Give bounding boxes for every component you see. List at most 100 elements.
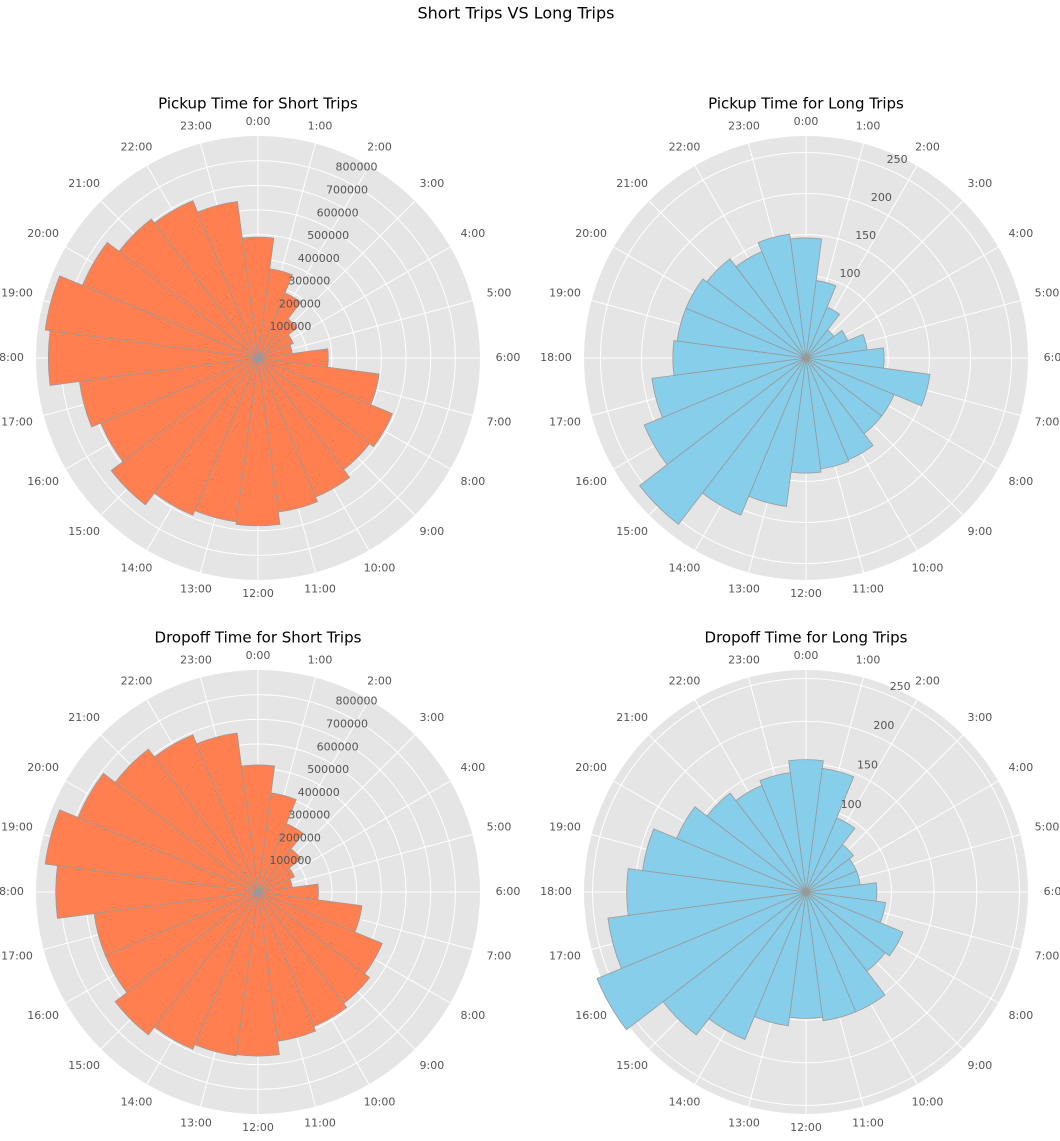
bar [676, 806, 807, 893]
angle-tick-label: 15:00 [616, 525, 648, 538]
angle-tick-label: 8:00 [461, 475, 486, 488]
angle-tick-label: 21:00 [616, 177, 648, 190]
angle-tick-label: 17:00 [549, 950, 581, 963]
angle-tick-label: 1:00 [308, 120, 333, 133]
angle-tick-label: 4:00 [1009, 761, 1034, 774]
angle-tick-label: 14:00 [121, 1095, 153, 1108]
angle-tick-label: 17:00 [1, 950, 33, 963]
angle-tick-label: 11:00 [304, 582, 336, 595]
polar-chart: 0:00 1:00 2:00 3:00 4:00 5:00 6:00 7:00 8:00 9:00… [0, 95, 520, 601]
bar [643, 357, 807, 466]
angle-tick-label: 14:00 [669, 1095, 701, 1108]
radial-tick-label: 400000 [298, 252, 340, 265]
bar [642, 828, 807, 893]
radial-tick-label: 300000 [288, 275, 330, 288]
angle-tick-label: 3:00 [968, 177, 993, 190]
angle-tick-label: 19:00 [1, 286, 33, 299]
angle-tick-label: 1:00 [856, 120, 881, 133]
center-dot [803, 889, 809, 895]
radial-tick-label: 200 [871, 191, 892, 204]
angle-tick-label: 18:00 [0, 885, 24, 898]
angle-tick-label: 6:00 [1044, 885, 1060, 898]
angle-tick-label: 13:00 [180, 1116, 212, 1129]
center-dot [803, 355, 809, 361]
angle-tick-label: 0:00 [246, 115, 271, 128]
bar [235, 357, 281, 527]
bar [196, 732, 259, 893]
center-dot [255, 355, 261, 361]
angle-tick-label: 11:00 [304, 1116, 336, 1129]
radial-tick-label: 500000 [307, 763, 349, 776]
angle-tick-label: 16:00 [575, 475, 607, 488]
angle-tick-label: 23:00 [728, 120, 760, 133]
angle-tick-label: 0:00 [246, 649, 271, 662]
bar [153, 200, 259, 359]
bar [82, 241, 259, 359]
angle-tick-label: 8:00 [461, 1009, 486, 1022]
angle-tick-label: 18:00 [540, 885, 572, 898]
angle-tick-label: 2:00 [915, 141, 940, 154]
angle-tick-label: 21:00 [68, 711, 100, 724]
angle-tick-label: 7:00 [1035, 416, 1060, 429]
bar [257, 823, 304, 893]
angle-tick-label: 18:00 [540, 351, 572, 364]
bar [110, 357, 259, 506]
radial-tick-label: 150 [855, 229, 876, 242]
angle-tick-label: 19:00 [549, 820, 581, 833]
angle-tick-label: 10:00 [912, 1095, 944, 1108]
bar [596, 891, 807, 1031]
angle-tick-label: 9:00 [420, 525, 445, 538]
angle-tick-label: 1:00 [308, 654, 333, 667]
angle-tick-label: 10:00 [364, 561, 396, 574]
angle-tick-label: 7:00 [1035, 950, 1060, 963]
angle-tick-label: 16:00 [575, 1009, 607, 1022]
bar [805, 817, 856, 893]
angle-tick-label: 13:00 [728, 582, 760, 595]
chart-title: Pickup Time for Long Trips [708, 95, 904, 113]
angle-tick-label: 5:00 [1035, 820, 1060, 833]
bar [114, 748, 259, 893]
angle-tick-label: 3:00 [420, 177, 445, 190]
angle-tick-label: 5:00 [487, 286, 512, 299]
angle-tick-label: 10:00 [912, 561, 944, 574]
radial-tick-label: 250 [887, 153, 908, 166]
angle-tick-label: 1:00 [856, 654, 881, 667]
angle-tick-label: 12:00 [790, 1121, 822, 1134]
bar [672, 340, 807, 376]
polar-chart: 0:00 1:00 2:00 3:00 4:00 5:00 6:00 7:00 8:00 9:00… [0, 629, 520, 1135]
bar [257, 292, 302, 359]
angle-tick-label: 23:00 [180, 654, 212, 667]
radial-tick-label: 700000 [326, 183, 368, 196]
angle-tick-label: 13:00 [180, 582, 212, 595]
bar [44, 275, 259, 359]
bar [757, 233, 807, 359]
radial-tick-label: 100000 [269, 320, 311, 333]
angle-tick-label: 5:00 [1035, 286, 1060, 299]
bar [44, 809, 259, 893]
angle-tick-label: 11:00 [852, 582, 884, 595]
angle-tick-label: 6:00 [1044, 351, 1060, 364]
angle-tick-label: 19:00 [549, 286, 581, 299]
radial-tick-label: 100 [841, 798, 862, 811]
bar [77, 772, 259, 893]
angle-tick-label: 19:00 [1, 820, 33, 833]
radial-tick-label: 200000 [279, 831, 321, 844]
angle-tick-label: 20:00 [575, 761, 607, 774]
angle-tick-label: 9:00 [968, 525, 993, 538]
angle-tick-label: 14:00 [669, 561, 701, 574]
bar [114, 891, 259, 1036]
angle-tick-label: 22:00 [121, 141, 153, 154]
bar [788, 759, 824, 893]
angle-tick-label: 6:00 [496, 885, 521, 898]
radial-tick-label: 800000 [336, 695, 378, 708]
grid-spoke [257, 300, 473, 359]
bar [257, 357, 393, 448]
angle-tick-label: 0:00 [794, 649, 819, 662]
angle-tick-label: 15:00 [68, 1059, 100, 1072]
angle-tick-label: 15:00 [616, 1059, 648, 1072]
angle-tick-label: 17:00 [1, 416, 33, 429]
angle-tick-label: 14:00 [121, 561, 153, 574]
grid-spoke [805, 200, 964, 359]
bar [257, 268, 293, 359]
bar [805, 891, 904, 957]
